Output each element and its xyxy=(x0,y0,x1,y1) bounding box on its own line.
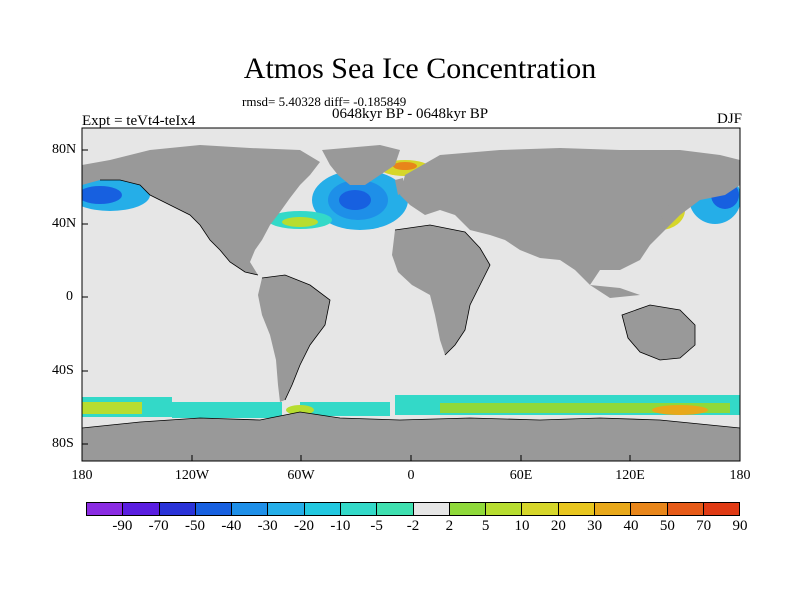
colorbar-tick-label: -50 xyxy=(185,518,205,534)
japan xyxy=(660,205,672,228)
north-america xyxy=(82,145,320,275)
colorbar-cell xyxy=(304,503,341,515)
colorbar-cell xyxy=(594,503,632,515)
experiment-label: Expt = teVt4-teIx4 xyxy=(82,113,196,129)
colorbar-cell xyxy=(449,503,487,515)
colorbar-cell xyxy=(522,503,559,515)
lon-label-60e: 60E xyxy=(509,468,533,483)
colorbar-cell xyxy=(631,503,668,515)
colorbar-cell xyxy=(232,503,269,515)
colorbar-tick-label: 2 xyxy=(445,518,454,534)
colorbar-cell xyxy=(486,503,523,515)
colorbar-cell xyxy=(195,503,233,515)
colorbar-cell xyxy=(159,503,196,515)
colorbar-cell xyxy=(87,503,124,515)
lat-label-0: 0 xyxy=(66,289,73,304)
colorbar-tick-label: -5 xyxy=(370,518,383,534)
colorbar-tick-label: 90 xyxy=(732,518,748,534)
lon-label-120e: 120E xyxy=(615,468,645,483)
colorbar-tick-label: -2 xyxy=(406,518,420,534)
colorbar-labels: -90 -70 -50 -40 -30 -20 -10 -5 -2 2 5 10 20 30 40 50 70 9… xyxy=(86,517,747,539)
south-america xyxy=(258,275,330,402)
lat-label-80s: 80S xyxy=(52,436,74,451)
colorbar-tick-label: 70 xyxy=(696,518,712,534)
lat-label-80n: 80N xyxy=(52,142,77,157)
lon-label-180w: 180 xyxy=(71,468,93,483)
land xyxy=(82,145,740,461)
season-label: DJF xyxy=(716,111,742,127)
stats-text: rmsd= 5.40328 diff= -0.185849 xyxy=(242,94,407,109)
colorbar-tick-label: 20 xyxy=(550,518,566,534)
indonesia xyxy=(590,285,640,298)
colorbar-tick-label: -20 xyxy=(294,518,314,534)
lon-label-60w: 60W xyxy=(287,468,315,483)
chart-title: Atmos Sea Ice Concentration xyxy=(243,52,597,85)
anomaly-field xyxy=(82,160,740,418)
colorbar-cell xyxy=(413,503,450,515)
colorbar-tick-label: -30 xyxy=(257,518,278,534)
lon-label-0: 0 xyxy=(407,468,415,483)
colorbar-tick-label: -70 xyxy=(148,518,169,534)
eurasia xyxy=(400,148,740,285)
lon-label-120w: 120W xyxy=(174,468,210,483)
colorbar-cell xyxy=(558,503,595,515)
colorbar-tick-label: 50 xyxy=(659,518,675,534)
lat-label-40s: 40S xyxy=(52,363,74,378)
coastlines xyxy=(82,179,740,429)
africa xyxy=(392,225,490,355)
lat-label-40n: 40N xyxy=(52,216,77,231)
australia xyxy=(622,305,695,360)
colorbar xyxy=(86,502,740,516)
antarctica xyxy=(82,412,740,461)
colorbar-cell xyxy=(340,503,378,515)
colorbar-tick-label: 5 xyxy=(481,518,490,534)
colorbar-tick-label: 40 xyxy=(623,518,639,534)
uk xyxy=(395,178,405,195)
colorbar-tick-label: 10 xyxy=(514,518,530,534)
period-text: 0648kyr BP - 0648kyr BP xyxy=(331,106,489,122)
colorbar-cell xyxy=(667,503,704,515)
colorbar-cell xyxy=(703,503,740,515)
colorbar-tick-label: -40 xyxy=(221,518,242,534)
colorbar-tick-label: -10 xyxy=(330,518,351,534)
colorbar-tick-label: -90 xyxy=(112,518,133,534)
colorbar-cell xyxy=(268,503,305,515)
lon-label-180e: 180 xyxy=(729,468,751,483)
axis-ticks xyxy=(81,149,741,461)
greenland xyxy=(322,145,400,185)
colorbar-cell xyxy=(123,503,160,515)
colorbar-cell xyxy=(377,503,414,515)
colorbar-tick-label: 30 xyxy=(587,518,603,534)
